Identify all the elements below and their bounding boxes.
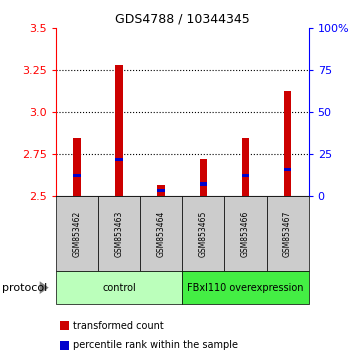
Text: FBxl110 overexpression: FBxl110 overexpression: [187, 282, 304, 293]
Bar: [200, 159, 207, 196]
Title: GDS4788 / 10344345: GDS4788 / 10344345: [115, 13, 250, 26]
Bar: [73, 173, 81, 177]
Bar: [284, 91, 291, 196]
Bar: [242, 138, 249, 196]
Text: transformed count: transformed count: [73, 321, 164, 331]
Bar: [73, 138, 81, 196]
Text: protocol: protocol: [2, 282, 47, 293]
Text: percentile rank within the sample: percentile rank within the sample: [73, 340, 238, 350]
Text: GSM853464: GSM853464: [157, 210, 166, 257]
Bar: [242, 173, 249, 177]
Bar: [115, 65, 123, 196]
Text: GSM853462: GSM853462: [73, 211, 82, 257]
Text: control: control: [102, 282, 136, 293]
Bar: [157, 185, 165, 196]
Bar: [115, 158, 123, 161]
Bar: [157, 189, 165, 193]
Text: GSM853465: GSM853465: [199, 210, 208, 257]
Text: GSM853467: GSM853467: [283, 210, 292, 257]
Bar: [200, 182, 207, 186]
Text: GSM853466: GSM853466: [241, 210, 250, 257]
Bar: [284, 168, 291, 171]
Polygon shape: [40, 281, 49, 294]
Text: GSM853463: GSM853463: [115, 210, 123, 257]
